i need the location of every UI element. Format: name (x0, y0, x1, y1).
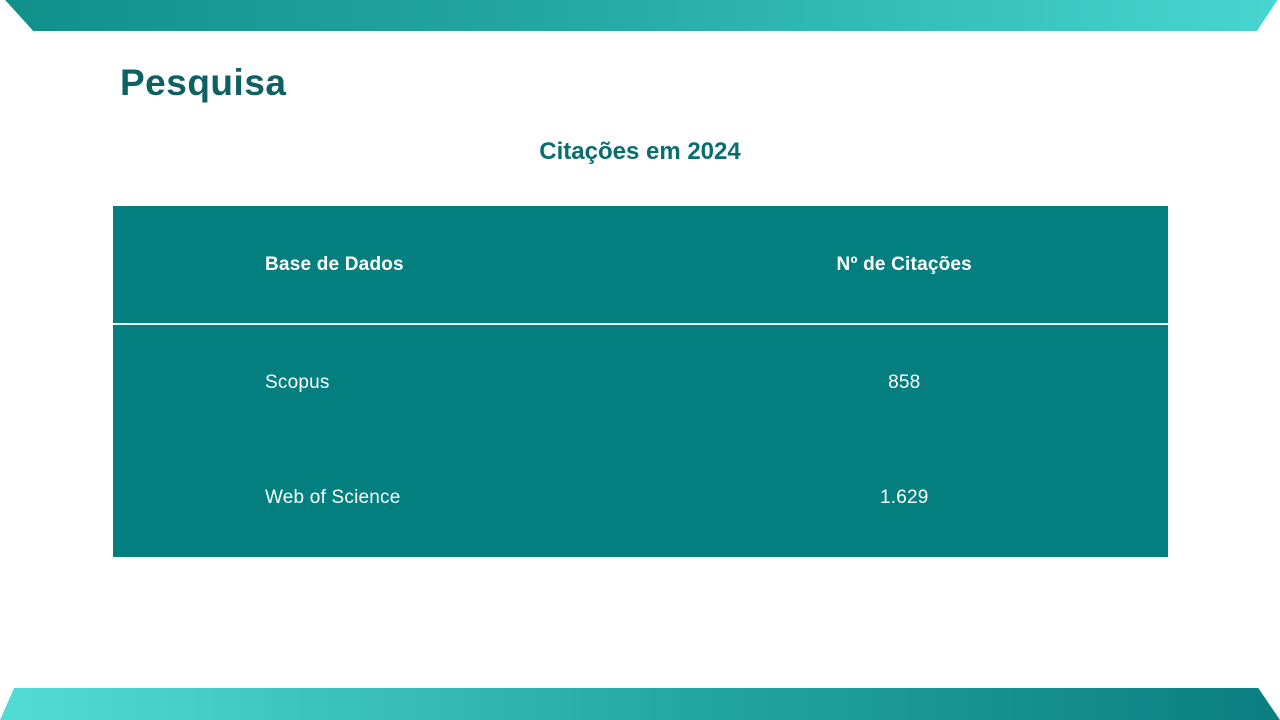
table-row: Scopus 858 (113, 325, 1168, 440)
column-header-database: Base de Dados (265, 253, 404, 275)
page-title: Pesquisa (120, 62, 287, 103)
cell-citation-count: 858 (888, 371, 921, 393)
cell-citation-count: 1.629 (879, 486, 929, 508)
table-header-row: Base de Dados Nº de Citações (113, 206, 1168, 325)
top-ribbon-decoration (5, 0, 1278, 31)
cell-database-name: Scopus (265, 371, 330, 393)
bottom-ribbon-decoration (0, 688, 1280, 720)
table-row: Web of Science 1.629 (113, 440, 1168, 555)
cell-database-name: Web of Science (265, 486, 401, 508)
table-title: Citações em 2024 (539, 138, 741, 165)
citations-table: Base de Dados Nº de Citações Scopus 858 … (113, 206, 1168, 557)
column-header-citations: Nº de Citações (836, 253, 972, 275)
